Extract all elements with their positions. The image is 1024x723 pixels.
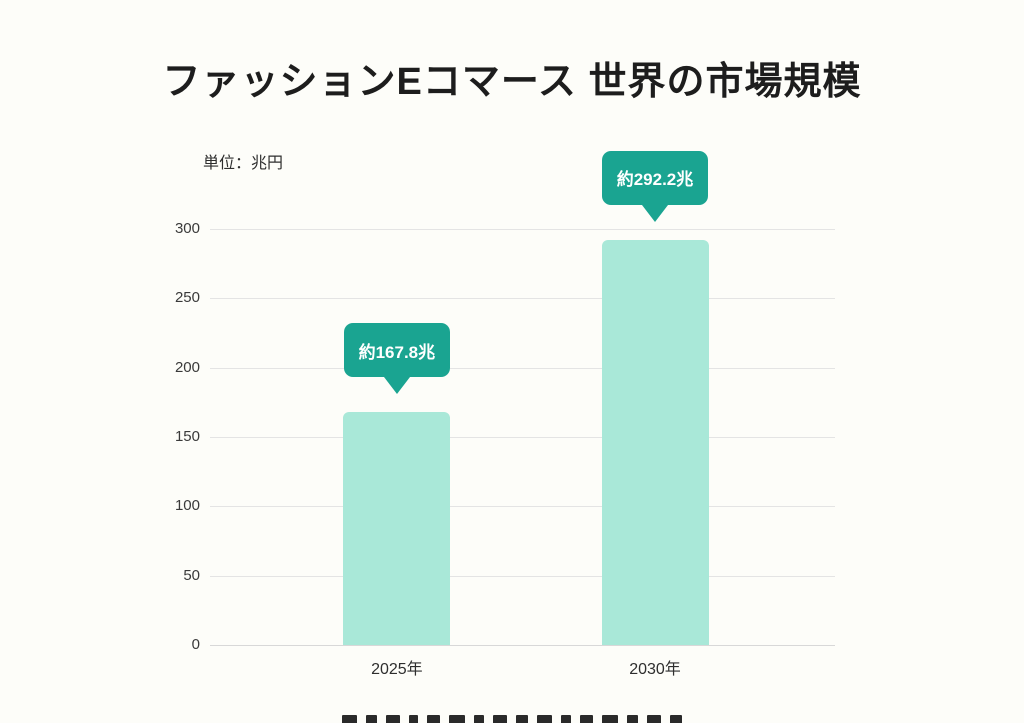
gridline-300 <box>210 229 835 230</box>
gridline-200 <box>210 367 835 369</box>
y-tick-label-100: 100 <box>174 497 200 515</box>
y-tick-label-200: 200 <box>174 358 200 376</box>
gridline-150 <box>210 437 835 438</box>
gridline-100 <box>210 506 835 508</box>
chart-title: ファッションEコマース 世界の市場規模 <box>162 61 862 103</box>
caption-fragment <box>427 715 440 723</box>
caption-fragment <box>647 715 661 723</box>
y-tick-label-150: 150 <box>174 428 200 445</box>
data-label-callout-2025年: 約167.8兆 <box>343 323 450 378</box>
y-tick-label-50: 50 <box>183 566 200 584</box>
bar-2030年 <box>601 239 709 645</box>
caption-fragment <box>627 715 638 723</box>
caption-fragment <box>561 715 571 723</box>
caption-fragment <box>449 715 465 723</box>
gridline-0 <box>210 645 835 646</box>
caption-fragment <box>474 715 484 723</box>
y-tick-label-250: 250 <box>174 289 200 307</box>
caption-fragment <box>493 715 507 723</box>
caption-fragment <box>516 715 528 723</box>
caption-fragment <box>537 715 552 723</box>
caption-fragment <box>366 715 377 723</box>
unit-label: 単位：兆円 <box>203 155 284 172</box>
x-axis-label-2025年: 2025年 <box>371 661 423 678</box>
y-tick-label-300: 300 <box>174 220 200 237</box>
bar-2025年 <box>343 412 451 645</box>
cropped-caption-fragments <box>0 715 1024 723</box>
gridline-250 <box>210 298 835 300</box>
y-tick-label-0: 0 <box>191 636 200 653</box>
caption-fragment <box>386 715 400 723</box>
caption-fragment <box>602 715 618 723</box>
caption-fragment <box>409 715 418 723</box>
gridline-50 <box>210 575 835 577</box>
caption-fragment <box>580 715 593 723</box>
data-label-callout-2030年: 約292.2兆 <box>602 150 708 205</box>
caption-fragment <box>670 715 682 723</box>
caption-fragment <box>342 715 357 723</box>
x-axis-label-2030年: 2030年 <box>629 661 681 678</box>
